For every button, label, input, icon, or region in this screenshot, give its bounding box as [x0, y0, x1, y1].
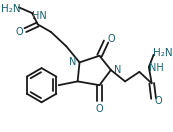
- Text: N: N: [114, 65, 121, 75]
- Text: H₂N: H₂N: [153, 48, 173, 58]
- Text: HN: HN: [32, 11, 47, 21]
- Text: O: O: [154, 96, 162, 106]
- Text: O: O: [107, 34, 115, 44]
- Text: H₂N: H₂N: [1, 4, 21, 14]
- Text: O: O: [16, 27, 24, 37]
- Text: NH: NH: [149, 63, 164, 73]
- Text: O: O: [96, 104, 103, 114]
- Text: N: N: [69, 57, 77, 67]
